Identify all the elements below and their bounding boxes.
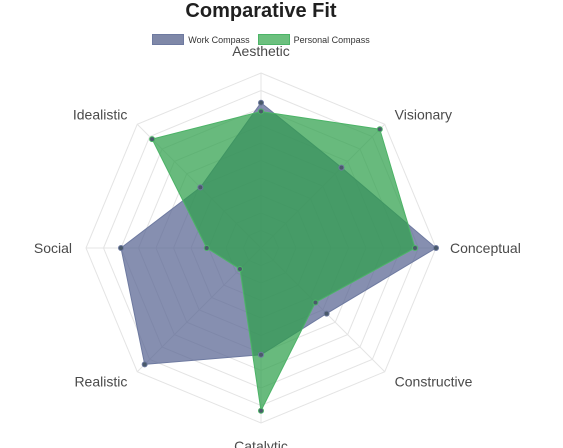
data-point[interactable] [258,99,264,106]
data-point[interactable] [141,361,148,368]
legend-label-personal: Personal Compass [293,34,370,45]
data-point[interactable] [376,126,383,133]
axis-label: Social [34,240,72,256]
data-point[interactable] [433,245,439,251]
legend-item-work[interactable]: Work Compass [152,34,250,45]
data-point[interactable] [338,164,345,171]
data-point[interactable] [203,245,210,251]
axis-label: Catalytic [234,438,288,448]
legend: Work Compass Personal Compass [0,34,522,45]
data-point[interactable] [258,351,264,358]
data-point[interactable] [312,299,319,306]
legend-label-work: Work Compass [188,34,250,45]
data-point[interactable] [197,184,204,191]
legend-swatch-work [152,34,185,45]
data-point[interactable] [236,266,243,273]
axis-label: Idealistic [73,106,127,122]
radar-series [118,99,439,414]
axis-label: Visionary [395,106,452,122]
data-point[interactable] [258,407,264,414]
axis-label: Realistic [74,374,127,390]
data-point[interactable] [149,136,156,143]
axis-labels: Aesthetic Visionary Conceptual Constructive… [34,43,521,448]
legend-item-personal[interactable]: Personal Compass [257,34,370,45]
data-point[interactable] [258,108,264,115]
legend-swatch-personal [257,34,290,45]
data-point[interactable] [412,245,418,251]
chart-title: Comparative Fit [185,0,337,22]
axis-label: Constructive [395,374,473,390]
data-point[interactable] [323,310,330,317]
axis-label: Aesthetic [232,43,290,59]
axis-label: Conceptual [450,240,521,256]
data-point[interactable] [118,245,124,251]
